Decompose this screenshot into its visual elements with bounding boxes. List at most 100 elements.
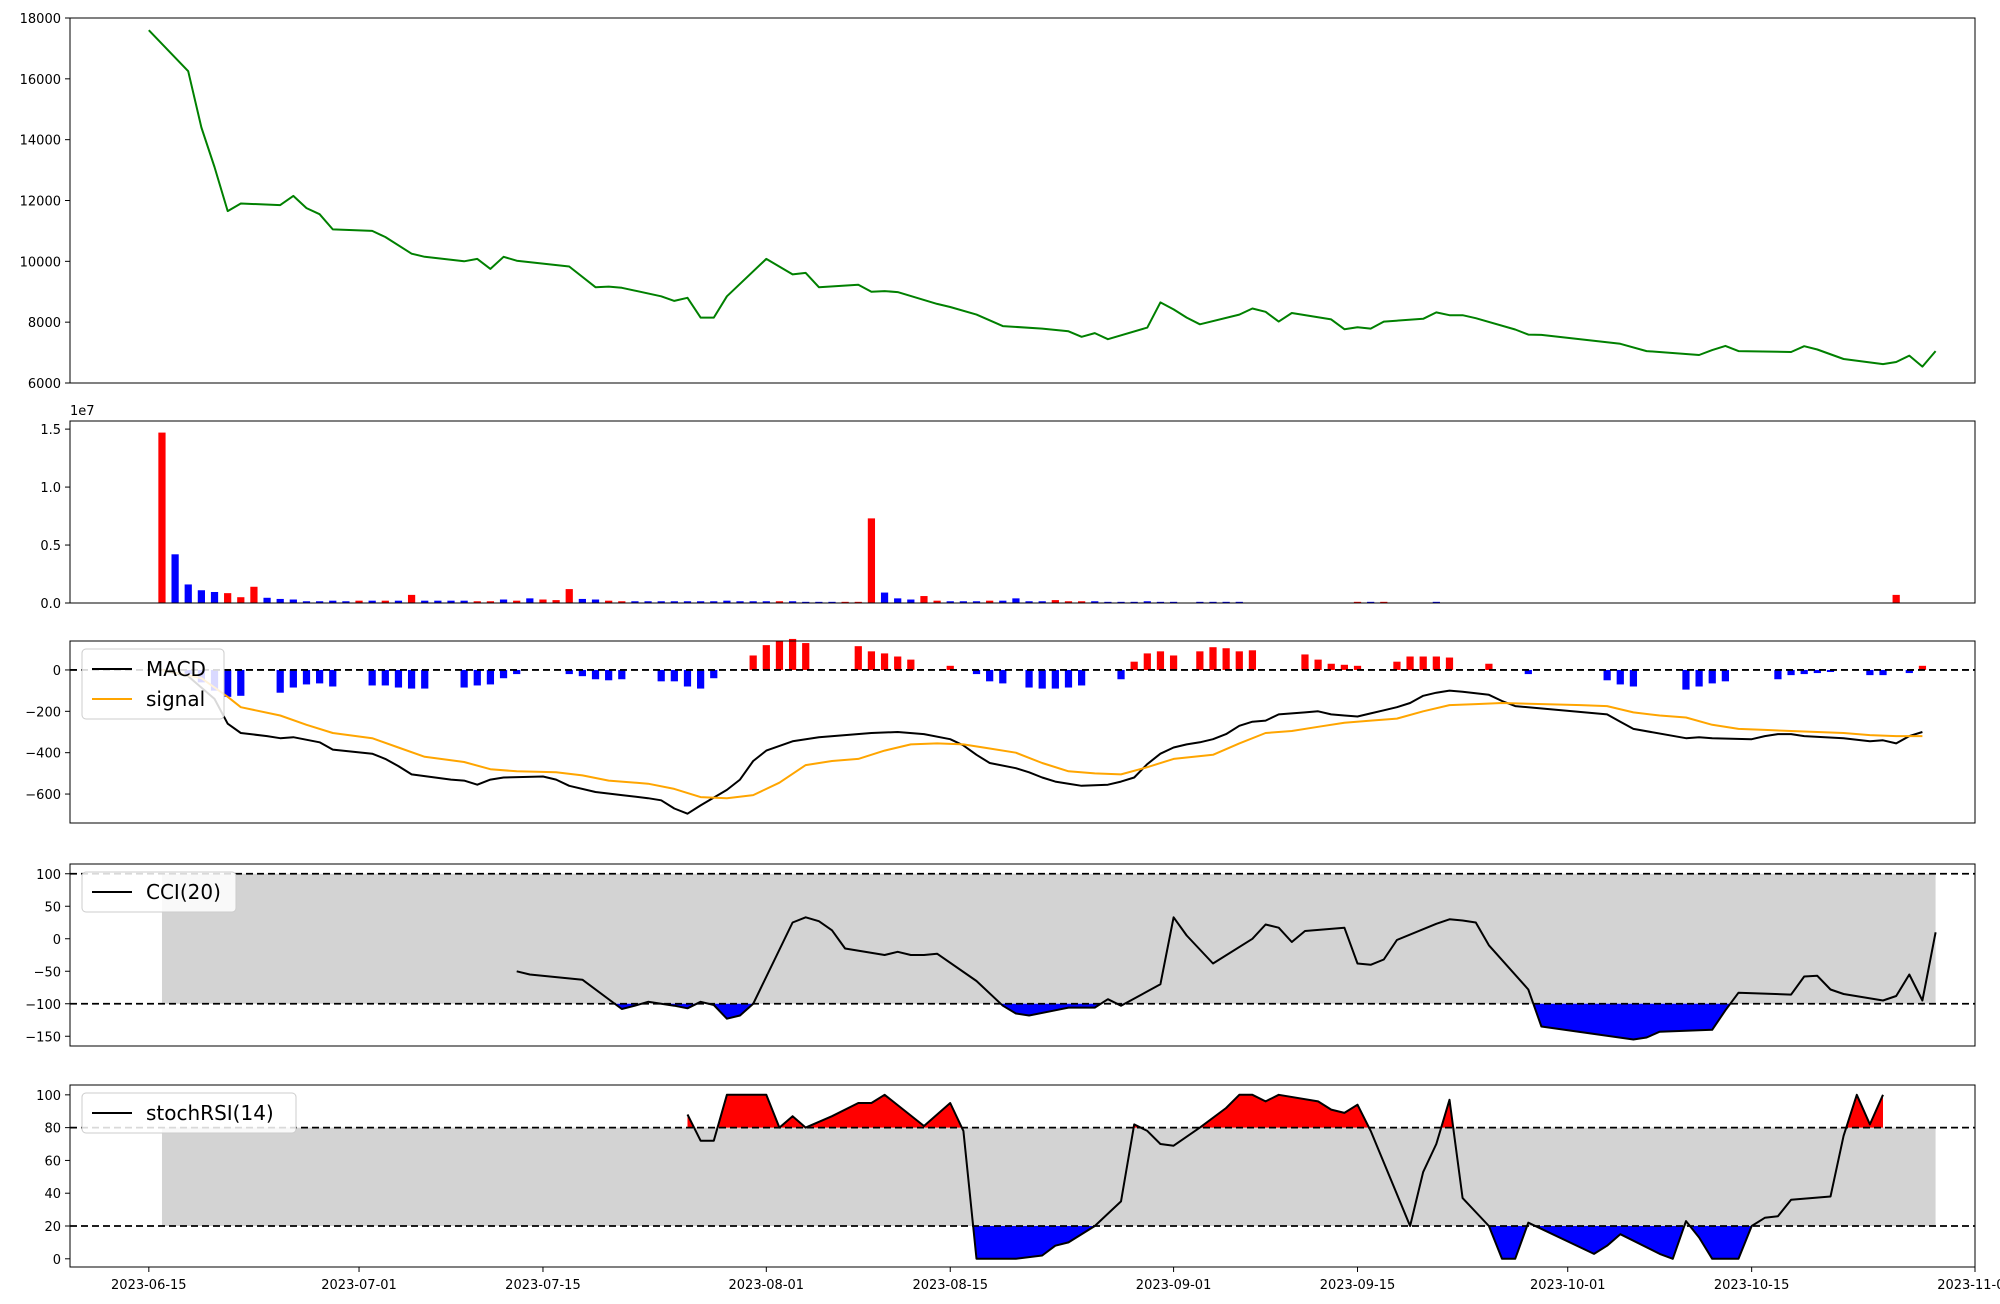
- y-tick-label: 100: [36, 1089, 61, 1104]
- series-line-cci-20-: [516, 916, 1937, 1041]
- volume-bar: [788, 601, 797, 603]
- macd-histogram-bar: [1078, 669, 1086, 686]
- macd-histogram-bar: [565, 669, 573, 675]
- volume-bar: [302, 601, 311, 603]
- volume-bar: [775, 601, 784, 603]
- macd-histogram-bar: [1196, 651, 1204, 670]
- macd-histogram-bar: [407, 669, 416, 689]
- macd-histogram-bar: [276, 669, 284, 693]
- volume-bar: [644, 601, 652, 603]
- legend-label: stochRSI(14): [146, 1101, 274, 1125]
- volume-bar: [421, 600, 429, 603]
- volume-bar: [578, 598, 586, 603]
- x-tick-label: 2023-10-15: [1714, 1278, 1790, 1293]
- volume-bar: [1025, 601, 1033, 603]
- volume-bar: [736, 601, 744, 603]
- macd-histogram-bar: [683, 669, 692, 687]
- legend-box: [81, 648, 225, 720]
- macd-histogram-bar: [513, 669, 521, 675]
- macd-histogram-bar: [605, 669, 613, 681]
- legend: CCI(20): [81, 871, 237, 913]
- y-tick-label: −400: [25, 747, 61, 762]
- volume-bar: [723, 600, 731, 603]
- macd-histogram-bar: [591, 669, 600, 680]
- macd-histogram-bar: [1419, 656, 1427, 670]
- volume-bar: [1156, 601, 1165, 603]
- y-tick-label: −100: [25, 998, 61, 1013]
- x-tick-label: 2023-10-01: [1530, 1278, 1606, 1293]
- macd-histogram-bar: [329, 669, 337, 687]
- volume-bar: [499, 599, 508, 603]
- volume-bar: [237, 597, 245, 603]
- volume-bar: [933, 600, 941, 603]
- macd-histogram-bar: [697, 669, 705, 689]
- volume-bar: [1169, 601, 1178, 603]
- volume-bar: [1130, 601, 1138, 603]
- volume-bar: [1091, 601, 1099, 603]
- macd-histogram-bar: [1774, 669, 1782, 680]
- volume-bar: [552, 600, 560, 603]
- macd-histogram-bar: [1353, 665, 1362, 670]
- axes-frame: [69, 1084, 1976, 1268]
- macd-histogram-bar: [1629, 669, 1638, 687]
- volume-bar: [959, 601, 967, 603]
- volume-bar: [1353, 601, 1362, 603]
- y-tick-label: 50: [44, 900, 61, 915]
- macd-histogram-bar: [1905, 669, 1913, 674]
- volume-bar: [986, 600, 994, 603]
- y-offset-label: 1e7: [70, 404, 95, 419]
- volume-bar: [920, 596, 928, 603]
- macd-histogram-bar: [1064, 669, 1073, 688]
- volume-bar: [329, 600, 337, 603]
- macd-histogram-bar: [578, 669, 586, 677]
- legend-box: [81, 1092, 297, 1134]
- macd-histogram-bar: [1209, 647, 1217, 670]
- macd-histogram-bar: [1143, 653, 1151, 670]
- volume-bar: [473, 601, 481, 603]
- y-tick-label: 1.5: [40, 423, 61, 438]
- volume-bar: [1117, 601, 1125, 603]
- volume-bar: [224, 593, 232, 603]
- y-tick-label: 12000: [20, 195, 61, 210]
- macd-histogram-bar: [1800, 669, 1808, 675]
- volume-bar: [828, 601, 836, 603]
- volume-bar: [434, 600, 442, 603]
- x-tick-label: 2023-07-15: [505, 1278, 581, 1293]
- legend: MACD signal: [81, 648, 225, 720]
- volume-bar: [565, 589, 573, 603]
- macd-histogram-bar: [775, 641, 784, 670]
- macd-histogram-bar: [1918, 665, 1927, 670]
- series-line-signal: [161, 669, 1923, 800]
- volume-bar: [197, 590, 205, 603]
- macd-histogram-bar: [986, 669, 994, 682]
- series-line-stochrsi-14-: [686, 1093, 1884, 1260]
- y-tick-label: 0: [53, 933, 61, 948]
- volume-bar: [394, 600, 403, 603]
- volume-bar: [1892, 594, 1900, 603]
- macd-histogram-bar: [854, 646, 862, 670]
- y-tick-label: 0: [53, 664, 61, 679]
- axes-frame: [69, 640, 1976, 824]
- volume-bar: [486, 601, 495, 603]
- macd-histogram-bar: [381, 669, 389, 686]
- macd-histogram-bar: [302, 669, 311, 685]
- volume-bar: [407, 594, 416, 603]
- macd-histogram-bar: [762, 645, 770, 670]
- oversold-fill: [516, 1003, 1936, 1040]
- macd-histogram-bar: [1327, 663, 1335, 670]
- axes-frame: [69, 863, 1976, 1047]
- overbought-fill: [687, 1094, 1883, 1128]
- y-tick-label: 16000: [20, 73, 61, 88]
- volume-bar: [1143, 601, 1151, 603]
- panel-price: 6000 8000 10000 12000 14000 16000 18000: [20, 12, 1976, 392]
- panel-macd: −600 −400 −200 0 MACD signal: [25, 638, 1976, 824]
- macd-histogram-bar: [1813, 669, 1821, 674]
- macd-histogram-bar: [1485, 663, 1493, 670]
- series-line-macd: [161, 669, 1923, 815]
- macd-histogram-bar: [670, 669, 678, 682]
- macd-histogram-bar: [289, 669, 297, 688]
- macd-histogram-bar: [1248, 650, 1257, 670]
- volume-bar: [972, 601, 981, 603]
- volume-bar: [670, 601, 678, 603]
- macd-histogram-bar: [1025, 669, 1033, 688]
